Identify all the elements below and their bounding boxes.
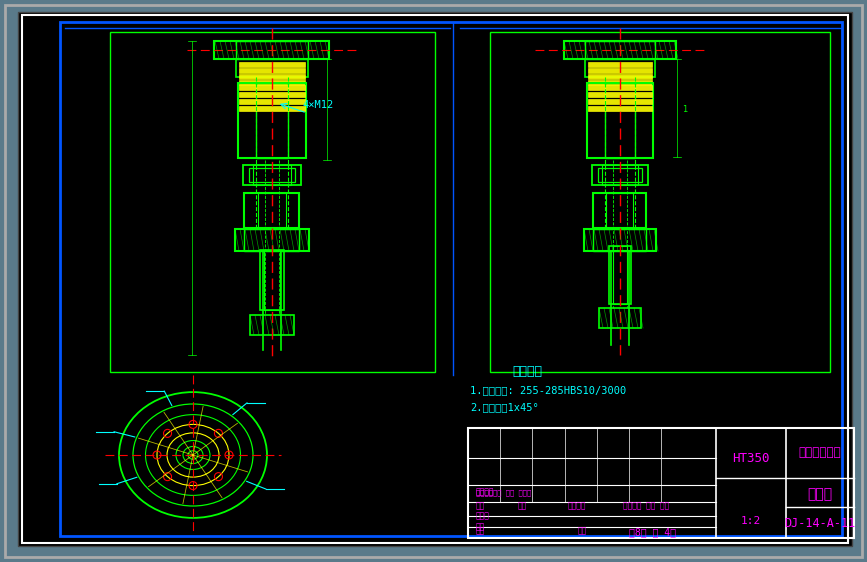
Bar xyxy=(264,250,280,310)
Bar xyxy=(588,92,652,97)
Bar xyxy=(250,315,294,335)
Bar xyxy=(588,106,652,111)
Bar xyxy=(239,99,305,104)
Bar xyxy=(239,62,305,67)
Bar xyxy=(607,193,634,228)
Bar xyxy=(594,229,647,251)
Text: 4×M12: 4×M12 xyxy=(302,100,333,110)
Text: 技术要求: 技术要求 xyxy=(512,365,542,378)
Bar xyxy=(236,41,308,59)
Bar xyxy=(253,165,291,185)
Bar xyxy=(239,80,305,85)
Bar xyxy=(598,168,642,182)
Bar xyxy=(613,246,627,304)
Bar xyxy=(609,246,631,304)
Bar xyxy=(592,165,648,185)
Text: 标准检查: 标准检查 xyxy=(568,501,586,510)
Text: 审核: 审核 xyxy=(476,522,486,531)
Bar xyxy=(249,168,295,182)
Bar xyxy=(490,32,830,372)
Bar xyxy=(239,85,305,90)
Text: 更改文件编号 签名 年月日: 更改文件编号 签名 年月日 xyxy=(476,489,531,496)
Bar xyxy=(588,68,652,73)
Bar xyxy=(564,41,676,59)
Text: 批准: 批准 xyxy=(578,527,587,536)
Bar xyxy=(468,428,854,538)
Text: 更改标记: 更改标记 xyxy=(476,487,494,496)
Bar xyxy=(588,80,652,85)
Text: 设计: 设计 xyxy=(476,501,486,510)
Bar xyxy=(585,59,655,77)
Bar xyxy=(256,83,288,157)
Bar xyxy=(110,32,435,372)
Bar xyxy=(588,85,652,90)
Bar xyxy=(243,165,301,185)
Bar xyxy=(239,106,305,111)
Bar xyxy=(605,83,635,157)
Bar xyxy=(235,229,309,251)
Bar xyxy=(588,62,652,67)
Bar xyxy=(238,83,306,157)
Bar xyxy=(239,92,305,97)
Bar xyxy=(588,99,652,104)
Text: 江西农业大学: 江西农业大学 xyxy=(799,446,841,459)
Text: 2.未注倒角1x45°: 2.未注倒角1x45° xyxy=(470,402,538,412)
Bar xyxy=(584,229,656,251)
Bar xyxy=(599,308,641,328)
Bar xyxy=(214,41,329,59)
Text: 1.调质处理: 255-285HBS10/3000: 1.调质处理: 255-285HBS10/3000 xyxy=(470,385,626,395)
Bar xyxy=(236,59,308,77)
Text: HT350: HT350 xyxy=(733,452,770,465)
Text: 核准标记 重量 比例: 核准标记 重量 比例 xyxy=(623,501,669,510)
Bar xyxy=(602,165,638,185)
Text: 液压缸: 液压缸 xyxy=(807,487,832,501)
Text: 刘顺: 刘顺 xyxy=(518,501,527,510)
Bar xyxy=(239,68,305,73)
Bar xyxy=(244,229,299,251)
Text: 共8张 第 4张: 共8张 第 4张 xyxy=(629,528,676,537)
Bar xyxy=(258,193,286,228)
Bar xyxy=(588,74,652,79)
Bar xyxy=(239,74,305,79)
Bar xyxy=(244,193,299,228)
Text: DJ-14-A-11: DJ-14-A-11 xyxy=(785,517,856,530)
Text: 1: 1 xyxy=(682,105,688,114)
Bar xyxy=(587,83,653,157)
Bar xyxy=(585,41,655,59)
Text: 1:2: 1:2 xyxy=(741,516,761,527)
Bar xyxy=(594,193,647,228)
Text: 标准化: 标准化 xyxy=(476,511,490,520)
Bar xyxy=(260,250,284,310)
Text: 工艺: 工艺 xyxy=(476,527,486,536)
